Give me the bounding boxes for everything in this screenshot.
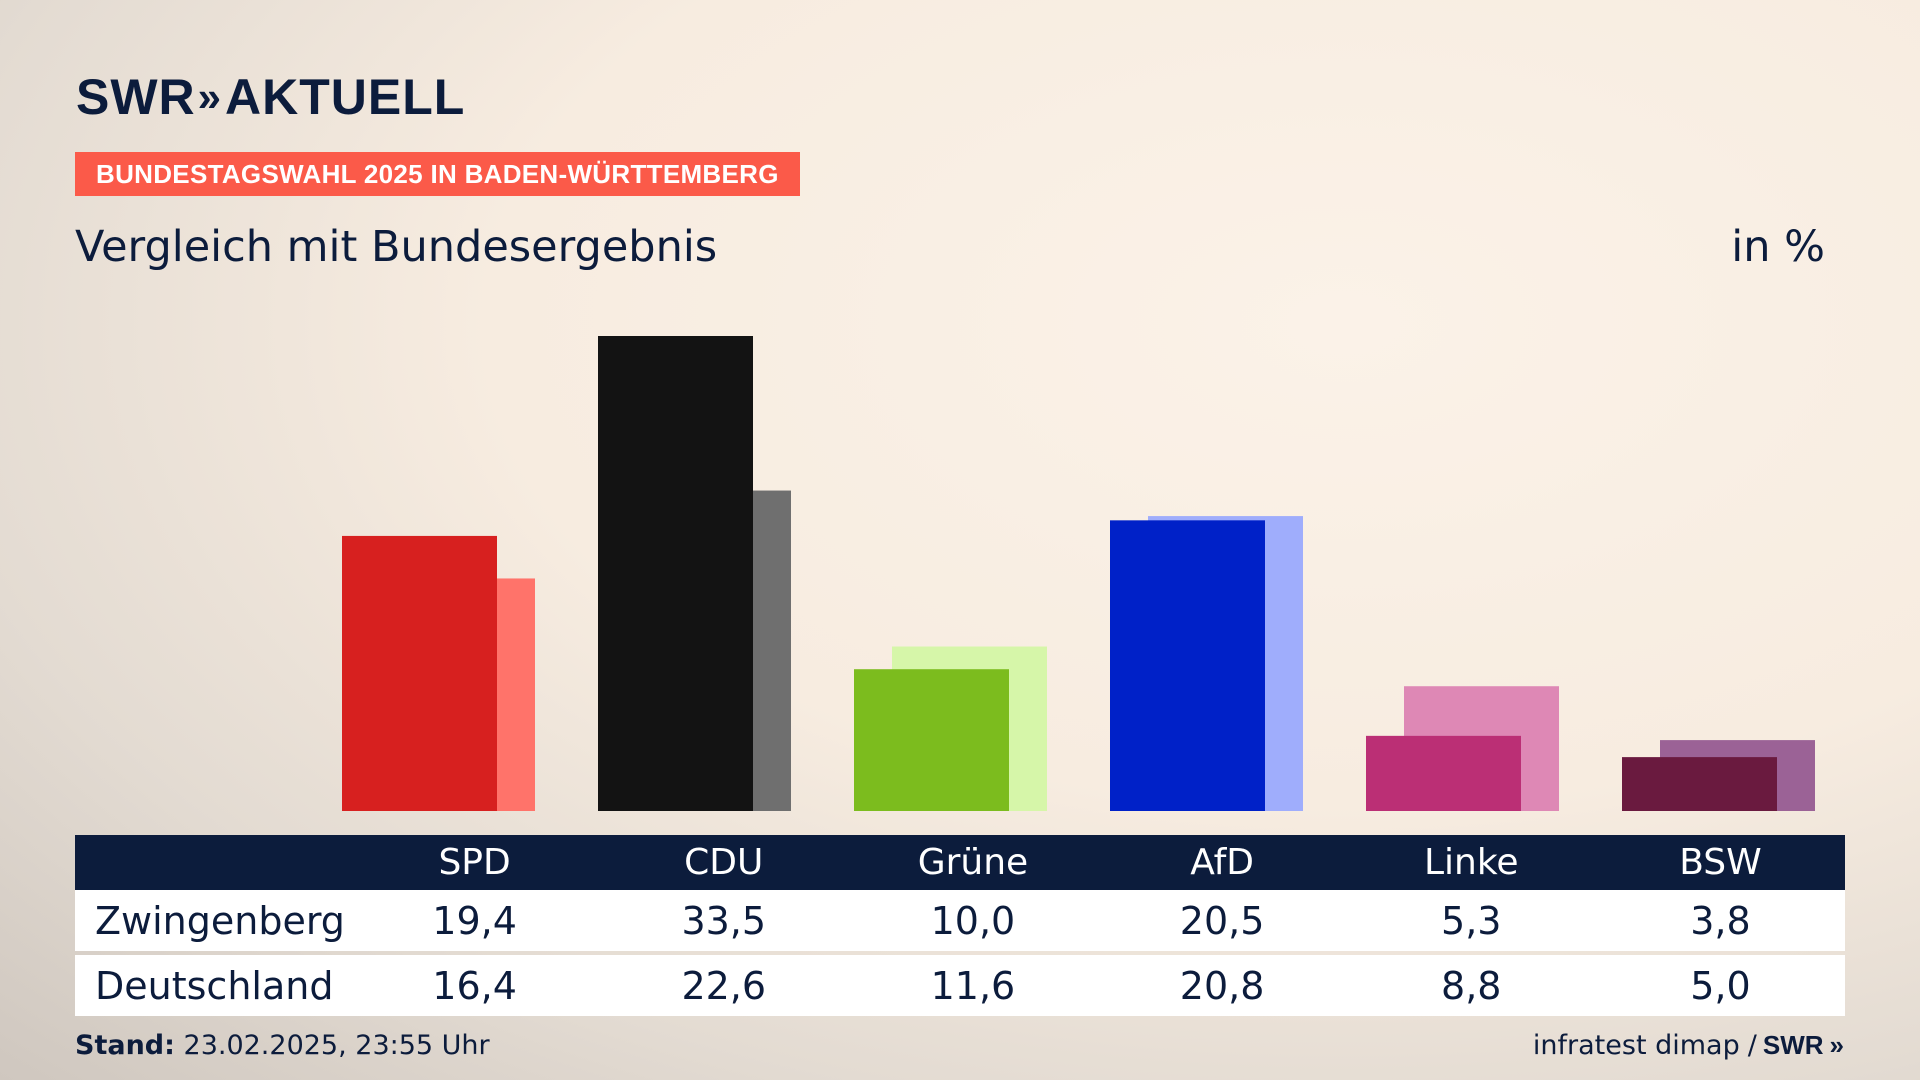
table-cell: 16,4 (432, 963, 517, 1008)
election-tag: BUNDESTAGSWAHL 2025 IN BADEN-WÜRTTEMBERG (75, 152, 800, 196)
source-separator: / (1747, 1030, 1757, 1061)
results-table: SPD CDU Grüne AfD Linke BSW Zwingenberg 19,4 33… (75, 835, 1845, 1016)
source-credit: infratest dimap / SWR » (1533, 1030, 1844, 1061)
table-cell: 20,5 (1179, 898, 1265, 943)
source-name: infratest dimap (1532, 1030, 1740, 1061)
bar-local-3 (1110, 520, 1265, 811)
header-party-0: SPD (438, 842, 511, 883)
logo-aktuell-text: AKTUELL (225, 69, 466, 125)
bar-local-5 (1622, 757, 1777, 811)
table-cell: 20,8 (1179, 963, 1265, 1008)
table-cell: 22,6 (681, 963, 767, 1008)
table-cell: 10,0 (930, 898, 1016, 943)
table-cell: 33,5 (681, 898, 767, 943)
logo-swr-text: SWR (76, 69, 196, 125)
bar-local-0 (342, 535, 497, 811)
header-party-4: Linke (1423, 842, 1519, 883)
row-label: Deutschland (95, 963, 334, 1008)
row-label: Zwingenberg (95, 898, 345, 943)
table-cell: 8,8 (1441, 963, 1502, 1008)
table-cell: 5,3 (1441, 898, 1502, 943)
chart-subtitle: Vergleich mit Bundesergebnis (75, 222, 718, 272)
swr-aktuell-logo: SWR » AKTUELL (76, 68, 465, 126)
table-cell: 5,0 (1690, 963, 1751, 1008)
source-brand-chevron-icon: » (1829, 1030, 1844, 1060)
table-cell: 3,8 (1690, 898, 1751, 943)
header-party-5: BSW (1679, 842, 1762, 883)
header-party-3: AfD (1190, 842, 1254, 883)
bar-local-1 (598, 336, 753, 811)
header-party-1: CDU (684, 842, 764, 883)
bar-local-2 (854, 669, 1009, 811)
table-header: SPD CDU Grüne AfD Linke BSW (75, 835, 1845, 890)
source-brand-logo: SWR (1762, 1030, 1824, 1060)
stand-label: Stand: (75, 1030, 175, 1061)
table-cell: 19,4 (432, 898, 517, 943)
table-row: Zwingenberg 19,4 33,5 10,0 20,5 5,3 3,8 (75, 890, 1845, 951)
header-party-2: Grüne (917, 842, 1029, 883)
table-row: Deutschland 16,4 22,6 11,6 20,8 8,8 5,0 (75, 955, 1845, 1016)
table-cell: 11,6 (930, 963, 1016, 1008)
bar-local-4 (1366, 735, 1521, 811)
stand-value: 23.02.2025, 23:55 Uhr (183, 1030, 490, 1061)
header-empty-cell (75, 835, 350, 890)
unit-label: in % (1731, 222, 1825, 272)
timestamp: Stand: 23.02.2025, 23:55 Uhr (75, 1030, 490, 1061)
